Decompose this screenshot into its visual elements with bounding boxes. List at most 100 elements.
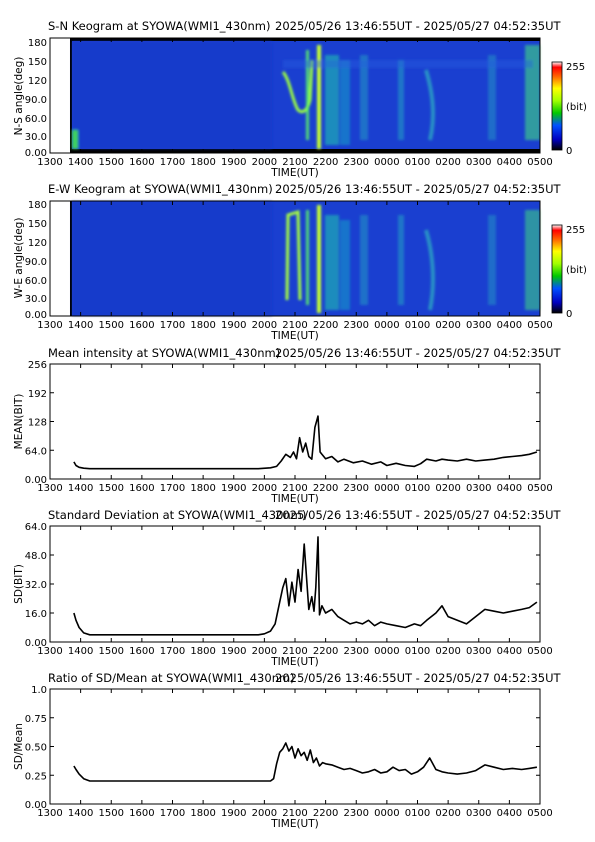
x-axis: 1300 1400 1500 1600 1700 1800 1900 2000 2100 2200… [37,201,553,342]
x-tick-label: 2000 [252,157,277,168]
x-tick-label: 0200 [435,483,460,494]
x-tick-label: 0000 [374,320,399,331]
x-tick-label: 0200 [435,808,460,819]
standard-deviation-line [73,536,538,636]
x-tick-label: 1800 [190,808,215,819]
y-tick-label: 0.25 [25,771,47,782]
x-tick-label: 1800 [190,483,215,494]
x-tick-label: 2300 [344,808,369,819]
x-tick-label: 0100 [405,808,430,819]
x-tick-label: 1700 [160,157,185,168]
x-tick-label: 0300 [466,808,491,819]
sn-keogram-time-range: 2025/05/26 13:46:55UT - 2025/05/27 04:52… [275,19,561,33]
x-tick-label: 0400 [497,808,522,819]
y-axis-label: SD/Mean [13,723,25,770]
plot-frame [49,363,541,480]
x-tick-label: 1900 [221,320,246,331]
y-tick-label: 0.00 [25,638,47,649]
x-tick-label: 0500 [527,646,552,657]
y-tick-label: 128 [28,418,47,429]
x-tick-label: 0500 [527,157,552,168]
x-tick-label: 2300 [344,157,369,168]
x-tick-label: 1300 [37,646,62,657]
x-tick-label: 1500 [99,157,124,168]
x-tick-label: 0300 [466,320,491,331]
x-tick-label: 0100 [405,646,430,657]
x-tick-label: 2300 [344,646,369,657]
x-tick-label: 0100 [405,320,430,331]
y-tick-label: 16.0 [25,609,47,620]
y-tick-label: 0.00 [25,310,47,321]
x-tick-label: 0400 [497,646,522,657]
x-tick-label: 0500 [527,483,552,494]
colorbar-unit-label: (bit) [566,265,587,276]
x-tick-label: 2300 [344,483,369,494]
x-tick-label: 1900 [221,157,246,168]
x-tick-label: 0000 [374,157,399,168]
x-axis-label: TIME(UT) [270,167,319,179]
chart-time-range: 2025/05/26 13:46:55UT - 2025/05/27 04:52… [275,508,561,522]
x-tick-label: 1600 [129,646,154,657]
y-tick-label: 192 [28,389,47,400]
x-tick-label: 2200 [313,808,338,819]
x-tick-label: 2300 [344,320,369,331]
x-tick-label: 1500 [99,646,124,657]
x-tick-label: 0400 [497,483,522,494]
x-tick-label: 1900 [221,483,246,494]
chart-title: Standard Deviation at SYOWA(WMI1_430nm) [48,508,306,522]
y-tick-label: 60.0 [25,114,47,125]
y-tick-label: 150 [28,57,47,68]
x-tick-label: 1300 [37,483,62,494]
line-charts: Mean intensity at SYOWA(WMI1_430nm)2025/… [13,346,561,811]
x-axis-label: TIME(UT) [270,656,319,668]
x-tick-label: 1500 [99,483,124,494]
x-tick-label: 2000 [252,646,277,657]
x-tick-label: 0100 [405,157,430,168]
x-tick-label: 1400 [68,808,93,819]
y-tick-label: 90.0 [25,95,47,106]
x-tick-label: 1400 [68,646,93,657]
x-tick-label: 1400 [68,320,93,331]
sn-keogram-panel: S-N Keogram at SYOWA(WMI1_430nm) 2025/05… [13,19,587,159]
x-axis: 1300 1400 1500 1600 1700 1800 1900 2000 2100 2200… [37,526,553,668]
y-tick-label: 64.0 [25,522,47,533]
y-tick-label: 1.0 [31,685,47,696]
x-tick-label: 1600 [129,320,154,331]
chart-title: Ratio of SD/Mean at SYOWA(WMI1_430nm) [48,671,295,685]
x-tick-label: 1500 [99,320,124,331]
chart-time-range: 2025/05/26 13:46:55UT - 2025/05/27 04:52… [275,671,561,685]
x-tick-label: 2200 [313,483,338,494]
x-axis: 1300 1400 1500 1600 1700 1800 1900 2000 2100 2200… [37,38,553,179]
x-tick-label: 0200 [435,320,460,331]
x-tick-label: 1500 [99,808,124,819]
y-tick-label: 0.75 [25,714,47,725]
colorbar-min-label: 0 [566,146,572,157]
x-tick-label: 2200 [313,320,338,331]
x-tick-label: 0400 [497,157,522,168]
sn-keogram-y-label: N-S angle(deg) [13,57,25,136]
ew-keogram-y-label: W-E angle(deg) [13,218,25,299]
y-axis-label: SD(BIT) [13,564,25,604]
x-tick-label: 1800 [190,320,215,331]
y-tick-label: 48.0 [25,551,47,562]
ew-colorbar: 255 (bit) 0 [551,224,587,320]
x-tick-label: 1800 [190,157,215,168]
x-tick-label: 1700 [160,320,185,331]
sd-mean-ratio-line [73,742,538,782]
x-tick-label: 0300 [466,157,491,168]
x-tick-label: 1600 [129,808,154,819]
y-tick-label: 30.0 [25,132,47,143]
x-axis: 1300 1400 1500 1600 1700 1800 1900 2000 2100 2200… [37,364,553,505]
x-tick-label: 1300 [37,157,62,168]
ew-keogram-image [50,201,540,316]
x-tick-label: 0500 [527,320,552,331]
y-tick-label: 180 [28,38,47,49]
y-tick-label: 0.00 [25,800,47,811]
y-tick-label: 0.00 [25,148,47,159]
x-tick-label: 2100 [282,157,307,168]
ew-keogram-y-axis: 0.00 30.0 60.0 90.0 120 150 180 [25,200,47,321]
x-tick-label: 0000 [374,646,399,657]
sn-keogram-y-axis: 0.00 30.0 60.0 90.0 120 150 180 [25,38,47,159]
x-tick-label: 0300 [466,646,491,657]
